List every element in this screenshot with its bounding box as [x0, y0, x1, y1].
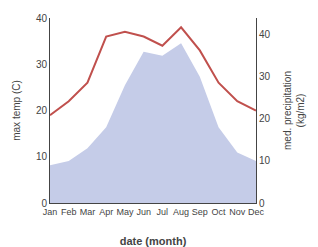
svg-text:10: 10 — [36, 151, 48, 162]
svg-text:Sep: Sep — [192, 207, 208, 217]
svg-text:40: 40 — [36, 13, 48, 24]
svg-text:Apr: Apr — [99, 207, 113, 217]
svg-text:30: 30 — [36, 59, 48, 70]
svg-text:Jul: Jul — [157, 207, 169, 217]
svg-text:Dec: Dec — [248, 207, 265, 217]
svg-text:Feb: Feb — [61, 207, 77, 217]
svg-text:Jun: Jun — [136, 207, 151, 217]
svg-text:Oct: Oct — [212, 207, 227, 217]
svg-text:10: 10 — [259, 155, 271, 166]
svg-text:30: 30 — [259, 71, 271, 82]
svg-text:Nov: Nov — [229, 207, 246, 217]
svg-text:May: May — [116, 207, 134, 217]
svg-text:Jan: Jan — [43, 207, 58, 217]
svg-text:0: 0 — [41, 198, 47, 209]
svg-text:0: 0 — [259, 198, 265, 209]
svg-text:max temp (C): max temp (C) — [11, 80, 22, 141]
svg-text:Aug: Aug — [173, 207, 189, 217]
svg-text:date (month): date (month) — [120, 235, 187, 247]
svg-text:40: 40 — [259, 29, 271, 40]
svg-text:Mar: Mar — [80, 207, 96, 217]
svg-text:med. precipitation(kg/m2): med. precipitation(kg/m2) — [282, 71, 306, 150]
svg-text:20: 20 — [259, 113, 271, 124]
svg-text:20: 20 — [36, 105, 48, 116]
